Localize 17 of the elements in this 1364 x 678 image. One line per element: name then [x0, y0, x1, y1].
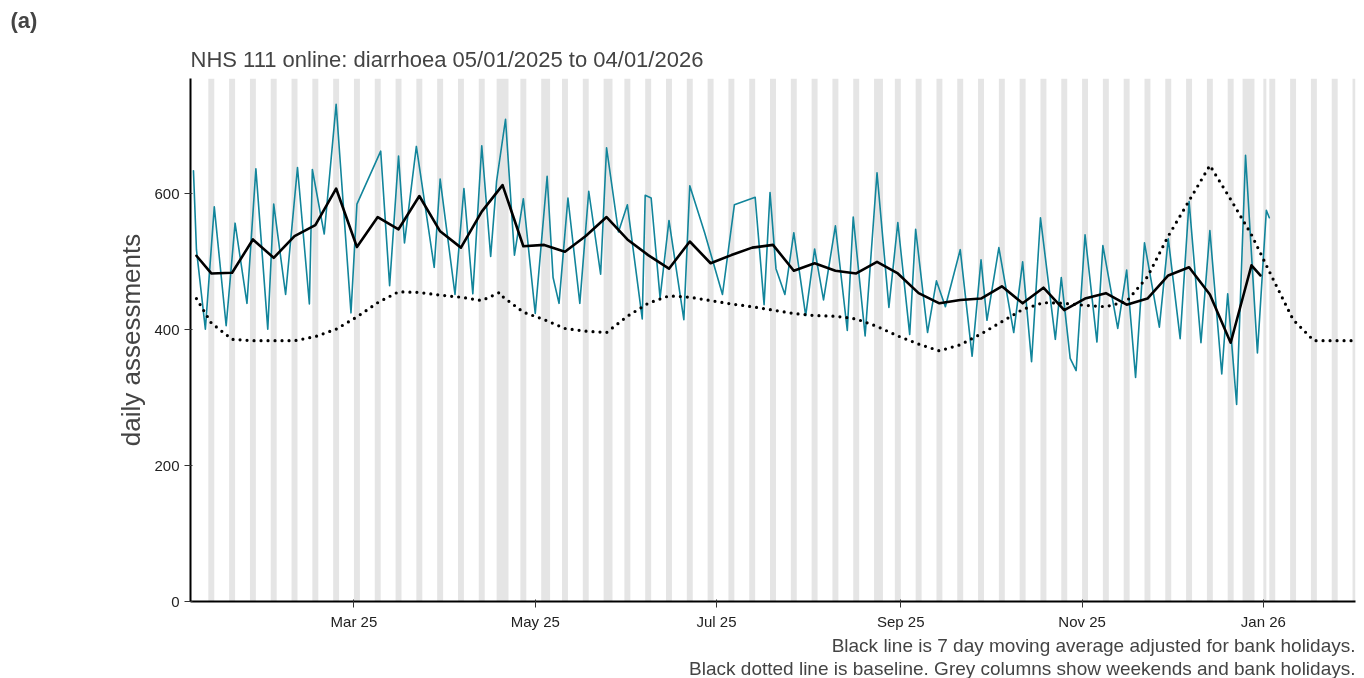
text: Black line is 7 day moving average adjusted for bank holidays.	[831, 634, 1356, 656]
x-tick-label: Nov 25	[1058, 612, 1106, 630]
text: Black dotted line is baseline. Grey columns show weekends and bank holidays.	[689, 657, 1356, 678]
line-series	[194, 163, 1355, 353]
y-tick-label: 600	[154, 184, 180, 202]
chart-title: NHS 111 online: diarrhoea 05/01/2025 to 04/01/2026	[190, 46, 704, 72]
y-tick-label: 200	[154, 456, 180, 474]
y-tick-label: 400	[154, 320, 180, 338]
x-tick-label: Jan 26	[1240, 612, 1286, 630]
x-tick-label: Mar 25	[330, 612, 378, 630]
x-tick-label: Jul 25	[696, 612, 737, 630]
x-tick-label: May 25	[510, 612, 560, 630]
text: (a)	[10, 7, 38, 33]
x-tick-label: Sep 25	[877, 612, 925, 630]
line-series	[192, 103, 1271, 406]
y-tick-label: 0	[171, 592, 180, 610]
y-axis-title: daily assessments	[116, 233, 147, 447]
